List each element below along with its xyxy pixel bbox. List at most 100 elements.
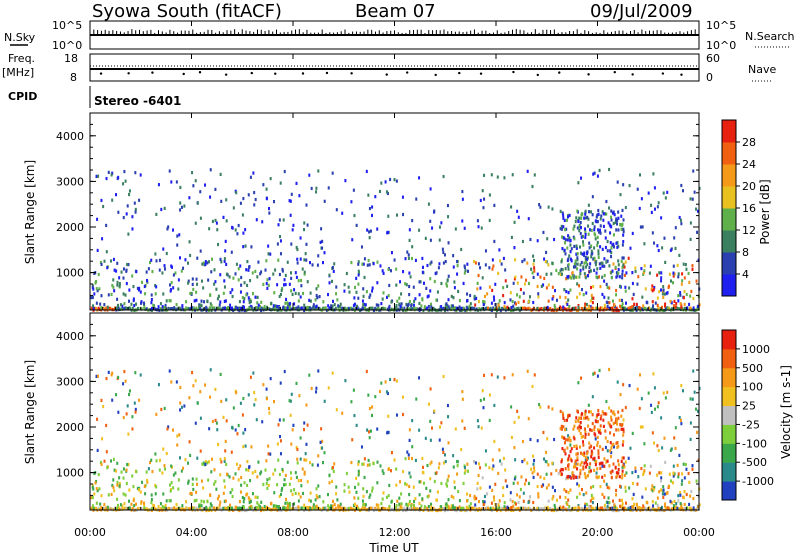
heatmap-cell xyxy=(650,410,653,415)
heatmap-cell xyxy=(105,223,108,228)
heatmap-cell xyxy=(388,283,391,288)
heatmap-cell xyxy=(662,391,665,395)
heatmap-cell xyxy=(614,265,617,269)
heatmap-cell xyxy=(178,233,181,237)
heatmap-cell xyxy=(609,231,612,235)
heatmap-cell xyxy=(266,278,269,282)
heatmap-cell xyxy=(662,488,665,492)
heatmap-cell xyxy=(450,304,453,308)
heatmap-cell xyxy=(328,481,331,485)
heatmap-cell xyxy=(610,415,613,419)
heatmap-cell xyxy=(283,306,286,310)
heatmap-cell xyxy=(570,447,573,451)
heatmap-cell xyxy=(583,416,586,420)
heatmap-cell xyxy=(533,466,536,470)
heatmap-cell xyxy=(169,483,172,487)
heatmap-cell xyxy=(424,307,427,311)
heatmap-cell xyxy=(209,368,212,372)
heatmap-cell xyxy=(468,304,471,309)
heatmap-cell xyxy=(161,271,164,275)
heatmap-cell xyxy=(323,251,326,255)
heatmap-cell xyxy=(587,217,590,221)
heatmap-cell xyxy=(450,294,453,299)
x-tick-label: 20:00 xyxy=(582,526,614,539)
heatmap-cell xyxy=(200,504,203,508)
heatmap-cell xyxy=(414,458,417,463)
heatmap-cell xyxy=(143,306,146,310)
heatmap-cell xyxy=(515,302,518,306)
heatmap-cell xyxy=(95,506,98,511)
heatmap-cell xyxy=(523,506,526,510)
heatmap-cell xyxy=(408,438,411,443)
heatmap-cell xyxy=(631,481,634,486)
heatmap-cell xyxy=(362,494,365,498)
heatmap-cell xyxy=(272,504,275,508)
heatmap-cell xyxy=(205,306,208,310)
heatmap-cell xyxy=(677,499,680,503)
heatmap-cell xyxy=(308,461,311,465)
heatmap-cell xyxy=(208,427,211,431)
heatmap-cell xyxy=(184,458,187,462)
power-heatmap-cells xyxy=(90,167,701,313)
heatmap-cell xyxy=(592,506,595,511)
heatmap-cell xyxy=(604,429,607,433)
heatmap-cell xyxy=(452,496,455,500)
heatmap-cell xyxy=(610,306,613,311)
heatmap-cell xyxy=(128,192,131,197)
heatmap-cell xyxy=(388,304,391,309)
heatmap-cell xyxy=(337,504,340,508)
heatmap-cell xyxy=(617,228,620,232)
heatmap-cell xyxy=(615,271,618,275)
heatmap-cell xyxy=(217,494,220,498)
heatmap-cell xyxy=(353,413,356,418)
heatmap-cell xyxy=(692,496,695,501)
heatmap-cell xyxy=(315,190,318,194)
velocity-colorbar-label: Velocity [m s-1] xyxy=(779,365,793,459)
heatmap-cell xyxy=(107,493,110,497)
heatmap-cell xyxy=(540,484,543,489)
heatmap-cell xyxy=(242,305,245,310)
heatmap-cell xyxy=(664,196,667,200)
heatmap-cell xyxy=(666,291,669,295)
heatmap-cell xyxy=(328,273,331,277)
heatmap-cell xyxy=(657,448,660,453)
heatmap-cell xyxy=(576,226,579,230)
heatmap-cell xyxy=(413,306,416,310)
heatmap-cell xyxy=(597,208,600,213)
heatmap-cell xyxy=(357,262,360,266)
heatmap-cell xyxy=(620,307,623,311)
heatmap-cell xyxy=(463,265,466,270)
heatmap-cell xyxy=(380,301,383,306)
heatmap-cell xyxy=(631,497,634,501)
heatmap-cell xyxy=(643,242,646,246)
heatmap-cell xyxy=(197,307,200,311)
heatmap-cell xyxy=(146,478,149,483)
heatmap-cell xyxy=(125,412,128,416)
heatmap-cell xyxy=(559,295,562,299)
heatmap-cell xyxy=(195,498,198,502)
heatmap-cell xyxy=(274,304,277,308)
heatmap-cell xyxy=(271,507,274,511)
heatmap-cell xyxy=(466,269,469,273)
heatmap-cell xyxy=(696,430,699,434)
heatmap-cell xyxy=(600,261,603,265)
heatmap-cell xyxy=(116,497,119,501)
heatmap-cell xyxy=(106,466,109,470)
heatmap-cell xyxy=(657,506,660,510)
heatmap-cell xyxy=(592,306,595,311)
heatmap-cell xyxy=(316,506,319,510)
heatmap-cell xyxy=(622,427,625,431)
heatmap-cell xyxy=(525,507,528,511)
heatmap-cell xyxy=(596,267,599,271)
heatmap-cell xyxy=(136,506,139,511)
heatmap-cell xyxy=(266,478,269,482)
heatmap-cell xyxy=(576,267,579,271)
heatmap-cell xyxy=(106,505,109,509)
heatmap-cell xyxy=(563,241,566,245)
heatmap-cell xyxy=(209,293,212,297)
heatmap-cell xyxy=(473,494,476,499)
heatmap-cell xyxy=(491,458,494,462)
heatmap-cell xyxy=(223,457,226,461)
heatmap-cell xyxy=(678,215,681,220)
heatmap-cell xyxy=(125,468,128,472)
